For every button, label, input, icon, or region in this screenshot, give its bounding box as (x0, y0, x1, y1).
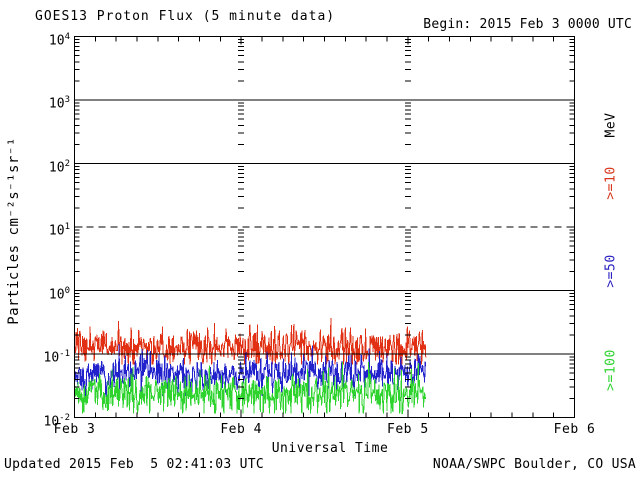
legend-entry-100: >=100 (603, 349, 619, 391)
axis-ticks (74, 36, 575, 418)
credit-label: NOAA/SWPC Boulder, CO USA (432, 457, 636, 472)
y-tick-label: 10-1 (43, 349, 71, 366)
series-p_gt_10MeV (74, 317, 427, 365)
y-tick-label: 100 (48, 285, 70, 302)
x-tick-label: Feb 5 (387, 422, 429, 437)
x-tick-label: Feb 6 (553, 422, 596, 437)
begin-timestamp: Begin: 2015 Feb 3 0000 UTC (423, 17, 632, 32)
solid-gridlines (74, 99, 575, 355)
series-p_gt_100MeV (74, 361, 427, 415)
legend-entry-10: >=10 (603, 166, 619, 200)
x-tick-label: Feb 3 (53, 422, 96, 437)
updated-timestamp: Updated 2015 Feb 5 02:41:03 UTC (4, 457, 265, 472)
chart-title: GOES13 Proton Flux (5 minute data) (35, 9, 336, 24)
y-tick-label: 101 (48, 222, 70, 239)
y-tick-label: 104 (48, 31, 70, 48)
right-unit-label: MeV (603, 112, 619, 138)
x-axis-title: Universal Time (271, 441, 389, 456)
x-tick-label: Feb 4 (220, 422, 262, 437)
y-tick-label: 10-2 (43, 412, 71, 429)
y-tick-label: 102 (48, 158, 70, 175)
y-tick-label: 103 (48, 95, 70, 112)
plot-border (74, 36, 575, 418)
legend-entry-50: >=50 (603, 254, 619, 288)
